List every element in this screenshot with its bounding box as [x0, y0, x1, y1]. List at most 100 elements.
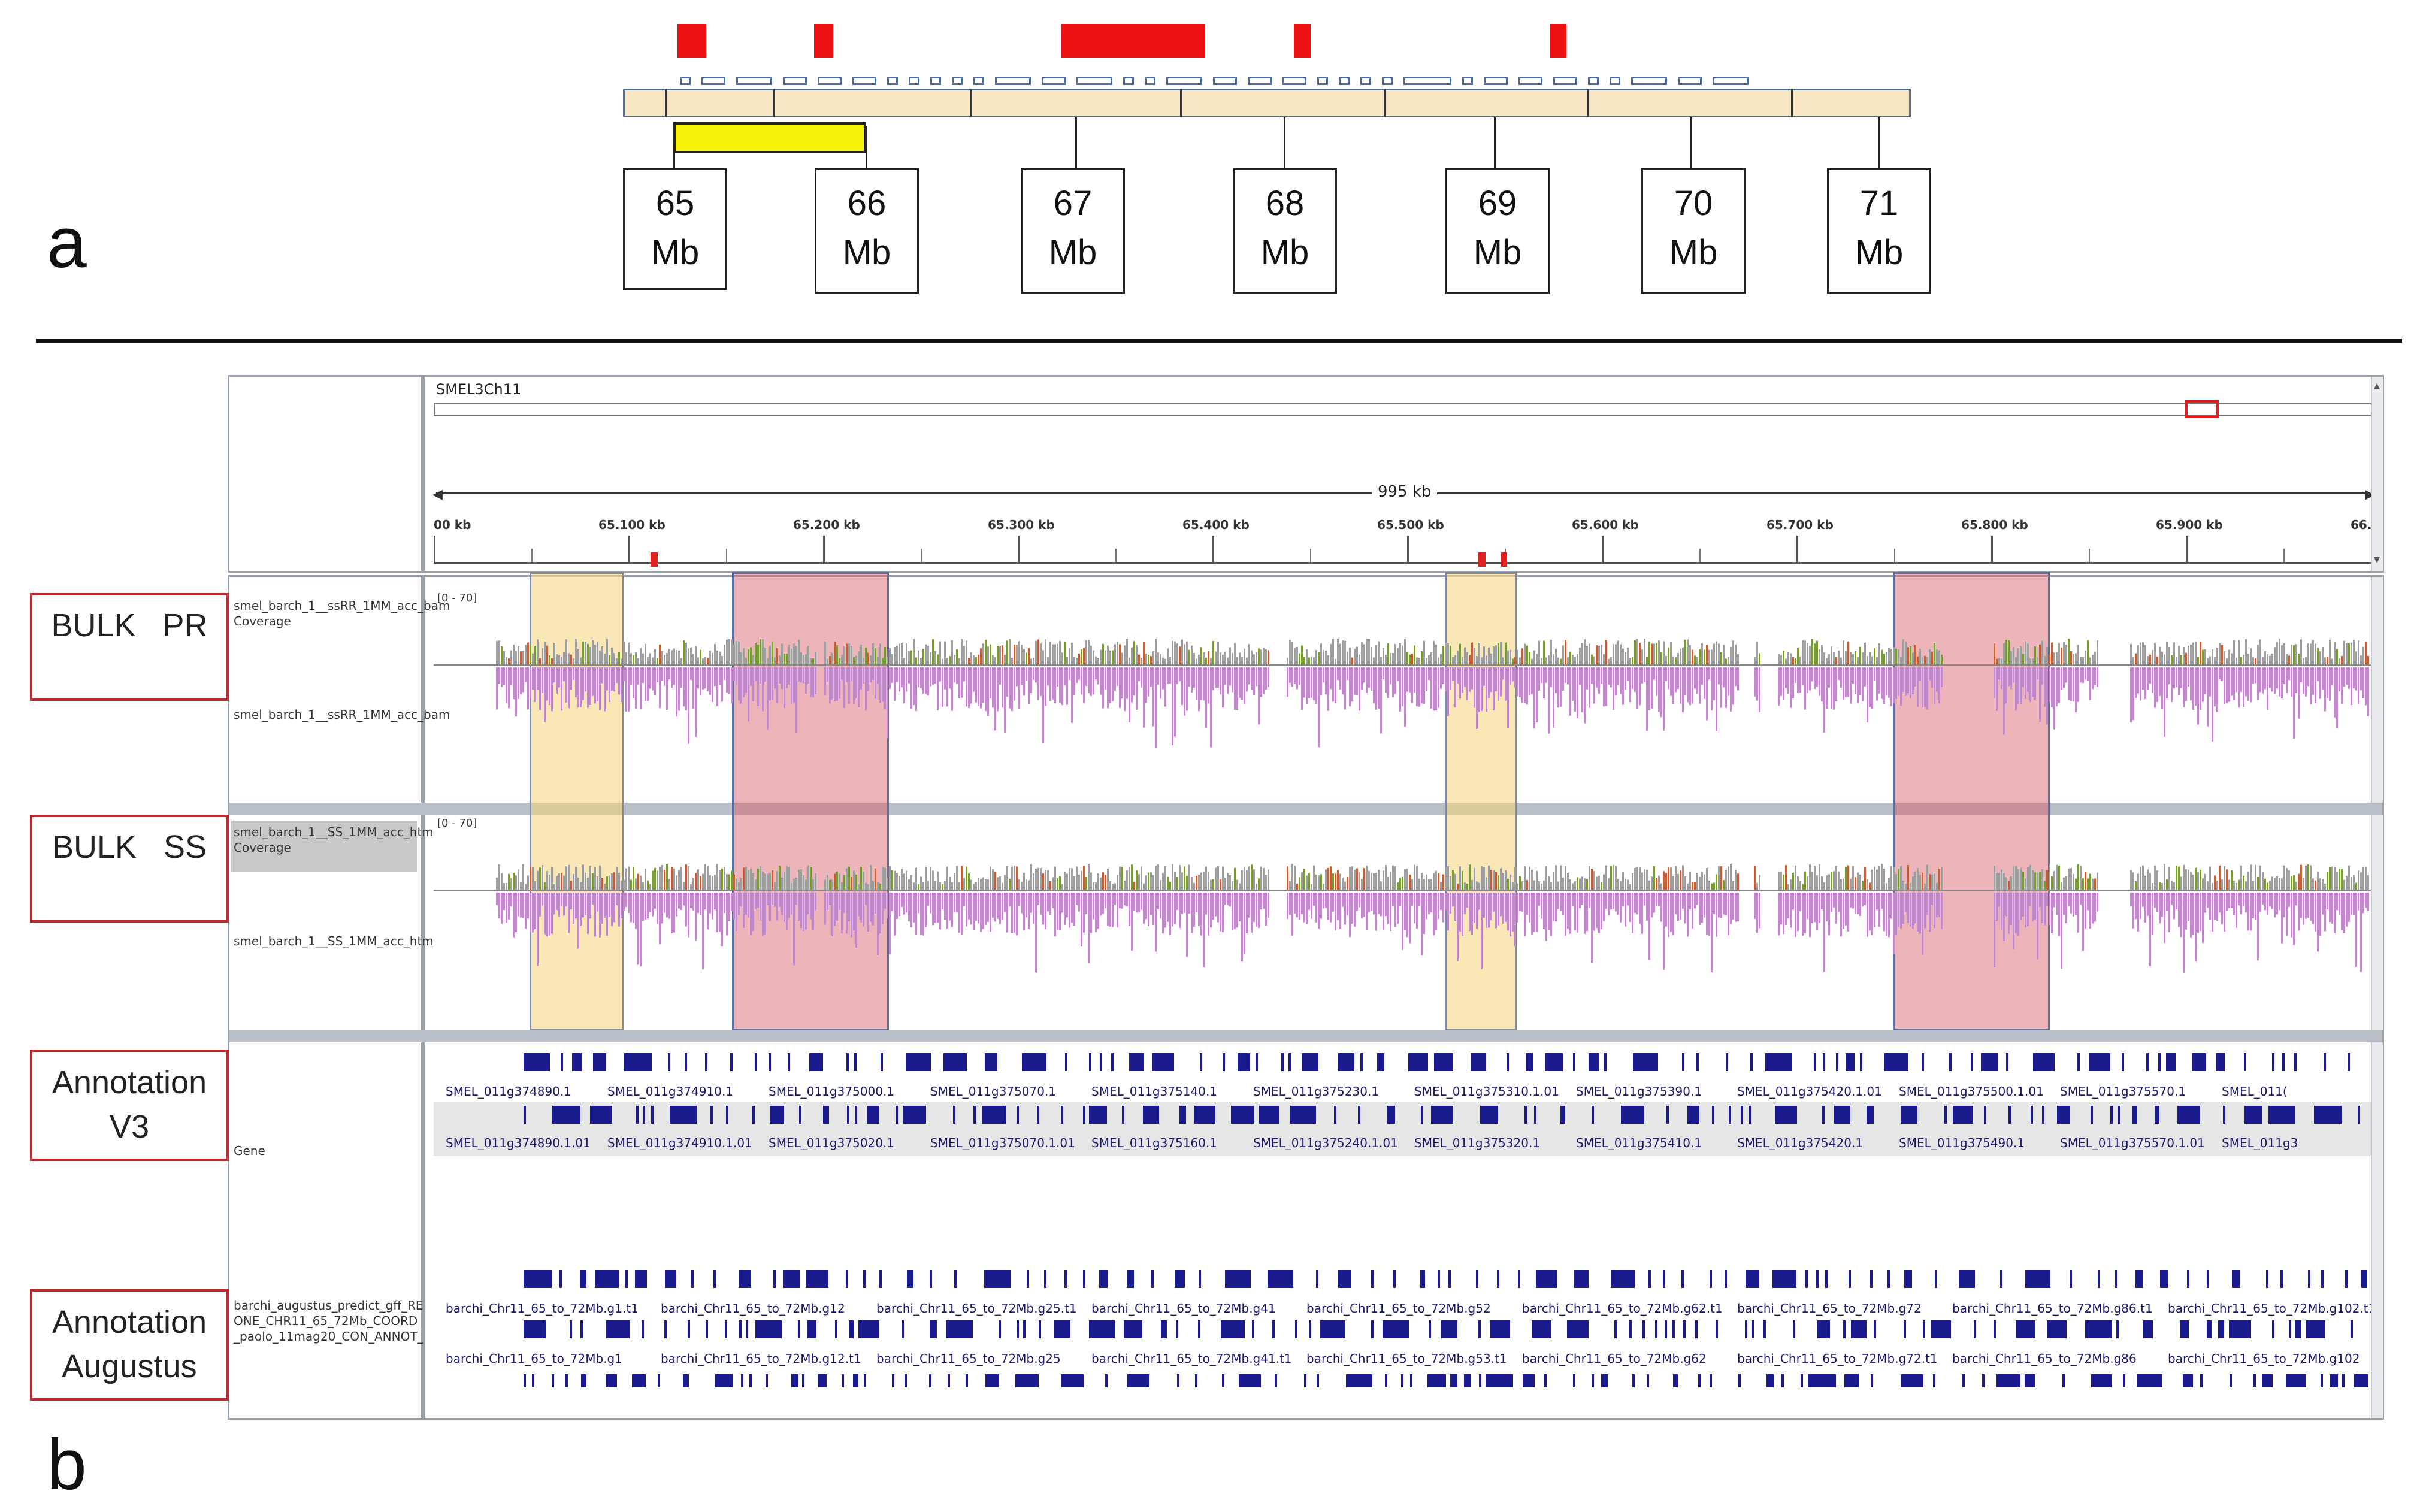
gene-feature[interactable]: [1433, 1053, 1454, 1071]
gene-feature[interactable]: [631, 1374, 646, 1387]
gene-feature[interactable]: [687, 1320, 690, 1338]
gene-feature[interactable]: [1127, 1374, 1150, 1387]
gene-feature[interactable]: [1224, 1270, 1251, 1288]
gene-feature[interactable]: [1973, 1320, 1976, 1338]
header-scrollbar[interactable]: [2371, 377, 2383, 571]
gene-feature[interactable]: [1665, 1320, 1668, 1338]
gene-feature[interactable]: [685, 1053, 688, 1071]
track-name-augustus[interactable]: barchi_augustus_predict_gff_RE ONE_CHR11…: [234, 1298, 424, 1344]
gene-feature[interactable]: [2137, 1374, 2163, 1387]
gene-feature[interactable]: [1393, 1270, 1396, 1288]
gene-feature[interactable]: [1430, 1106, 1454, 1124]
gene-feature[interactable]: [1523, 1374, 1535, 1387]
gene-feature[interactable]: [1479, 1374, 1482, 1387]
gene-feature[interactable]: [2206, 1270, 2209, 1288]
gene-feature[interactable]: [590, 1106, 613, 1124]
gene-feature[interactable]: [2122, 1053, 2125, 1071]
gene-feature[interactable]: [2070, 1270, 2073, 1288]
gene-feature[interactable]: [2146, 1053, 2149, 1071]
gene-feature[interactable]: [966, 1374, 969, 1387]
gene-feature[interactable]: [1360, 1053, 1363, 1071]
track-name-pr-alignment[interactable]: smel_barch_1__ssRR_1MM_acc_bam: [234, 707, 450, 722]
gene-feature[interactable]: [1801, 1374, 1804, 1387]
gene-feature[interactable]: [2294, 1053, 2297, 1071]
gene-feature[interactable]: [1567, 1320, 1589, 1338]
gene-feature[interactable]: [943, 1053, 967, 1071]
gene-feature[interactable]: [1338, 1053, 1354, 1071]
gene-feature[interactable]: [1231, 1106, 1254, 1124]
gene-feature[interactable]: [1745, 1270, 1760, 1288]
gene-feature[interactable]: [1015, 1374, 1039, 1387]
gene-feature[interactable]: [1834, 1106, 1851, 1124]
gene-feature[interactable]: [1387, 1106, 1395, 1124]
gene-feature[interactable]: [1844, 1374, 1859, 1387]
coverage-track-ss[interactable]: [434, 830, 2371, 1022]
gene-feature[interactable]: [1772, 1270, 1796, 1288]
gene-feature[interactable]: [1560, 1106, 1566, 1124]
gene-feature[interactable]: [846, 1106, 849, 1124]
gene-feature[interactable]: [1663, 1270, 1666, 1288]
gene-feature[interactable]: [1194, 1374, 1197, 1387]
gene-feature[interactable]: [930, 1320, 937, 1338]
gene-feature[interactable]: [1683, 1320, 1686, 1338]
gene-feature[interactable]: [755, 1320, 782, 1338]
gene-feature[interactable]: [1480, 1106, 1499, 1124]
gene-feature[interactable]: [605, 1374, 617, 1387]
gene-feature[interactable]: [1121, 1106, 1124, 1124]
coverage-track-pr[interactable]: [434, 605, 2371, 797]
gene-feature[interactable]: [1765, 1053, 1793, 1071]
gene-feature[interactable]: [1123, 1320, 1143, 1338]
gene-feature[interactable]: [524, 1374, 526, 1387]
gene-feature[interactable]: [1654, 1320, 1657, 1338]
gene-feature[interactable]: [725, 1106, 728, 1124]
gene-feature[interactable]: [1429, 1320, 1432, 1338]
gene-feature[interactable]: [2351, 1320, 2354, 1338]
gene-feature[interactable]: [1728, 1106, 1731, 1124]
gene-feature[interactable]: [1105, 1374, 1108, 1387]
gene-feature[interactable]: [1111, 1053, 1114, 1071]
gene-feature[interactable]: [1813, 1053, 1816, 1071]
gene-feature[interactable]: [2077, 1053, 2080, 1071]
gene-feature[interactable]: [807, 1320, 816, 1338]
gene-feature[interactable]: [1438, 1270, 1441, 1288]
gene-feature[interactable]: [691, 1270, 694, 1288]
gene-feature[interactable]: [2177, 1106, 2200, 1124]
gene-feature[interactable]: [1281, 1053, 1284, 1071]
gene-feature[interactable]: [580, 1270, 587, 1288]
gene-feature[interactable]: [1825, 1270, 1828, 1288]
gene-feature[interactable]: [1377, 1053, 1384, 1071]
gene-feature[interactable]: [1383, 1320, 1409, 1338]
gene-feature[interactable]: [2295, 1320, 2302, 1338]
gene-feature[interactable]: [1996, 1374, 2020, 1387]
gene-feature[interactable]: [2215, 1053, 2225, 1071]
gene-feature[interactable]: [1903, 1320, 1906, 1338]
gene-feature[interactable]: [1288, 1053, 1291, 1071]
gene-feature[interactable]: [624, 1053, 652, 1071]
gene-feature[interactable]: [2191, 1053, 2206, 1071]
gene-feature[interactable]: [2116, 1320, 2119, 1338]
gene-feature[interactable]: [1900, 1106, 1917, 1124]
gene-feature[interactable]: [1835, 1053, 1838, 1071]
gene-feature[interactable]: [580, 1374, 587, 1387]
gene-feature[interactable]: [2329, 1374, 2338, 1387]
gene-feature[interactable]: [1574, 1270, 1589, 1288]
gene-feature[interactable]: [1357, 1106, 1360, 1124]
gene-feature[interactable]: [2347, 1053, 2350, 1071]
gene-feature[interactable]: [2031, 1106, 2034, 1124]
gene-feature[interactable]: [928, 1374, 931, 1387]
gene-feature[interactable]: [669, 1106, 697, 1124]
gene-feature[interactable]: [1016, 1106, 1019, 1124]
scroll-up-icon[interactable]: ▴: [2373, 378, 2380, 392]
gene-feature[interactable]: [1463, 1374, 1471, 1387]
gene-feature[interactable]: [1921, 1053, 1924, 1071]
gene-feature[interactable]: [1922, 1320, 1925, 1338]
gene-feature[interactable]: [2091, 1374, 2112, 1387]
gene-feature[interactable]: [642, 1106, 645, 1124]
gene-feature[interactable]: [1089, 1320, 1115, 1338]
gene-feature[interactable]: [2200, 1374, 2203, 1387]
gene-feature[interactable]: [973, 1106, 976, 1124]
gene-feature[interactable]: [1993, 1320, 1996, 1338]
gene-feature[interactable]: [664, 1320, 667, 1338]
gene-feature[interactable]: [1870, 1270, 1873, 1288]
gene-feature[interactable]: [2158, 1053, 2161, 1071]
